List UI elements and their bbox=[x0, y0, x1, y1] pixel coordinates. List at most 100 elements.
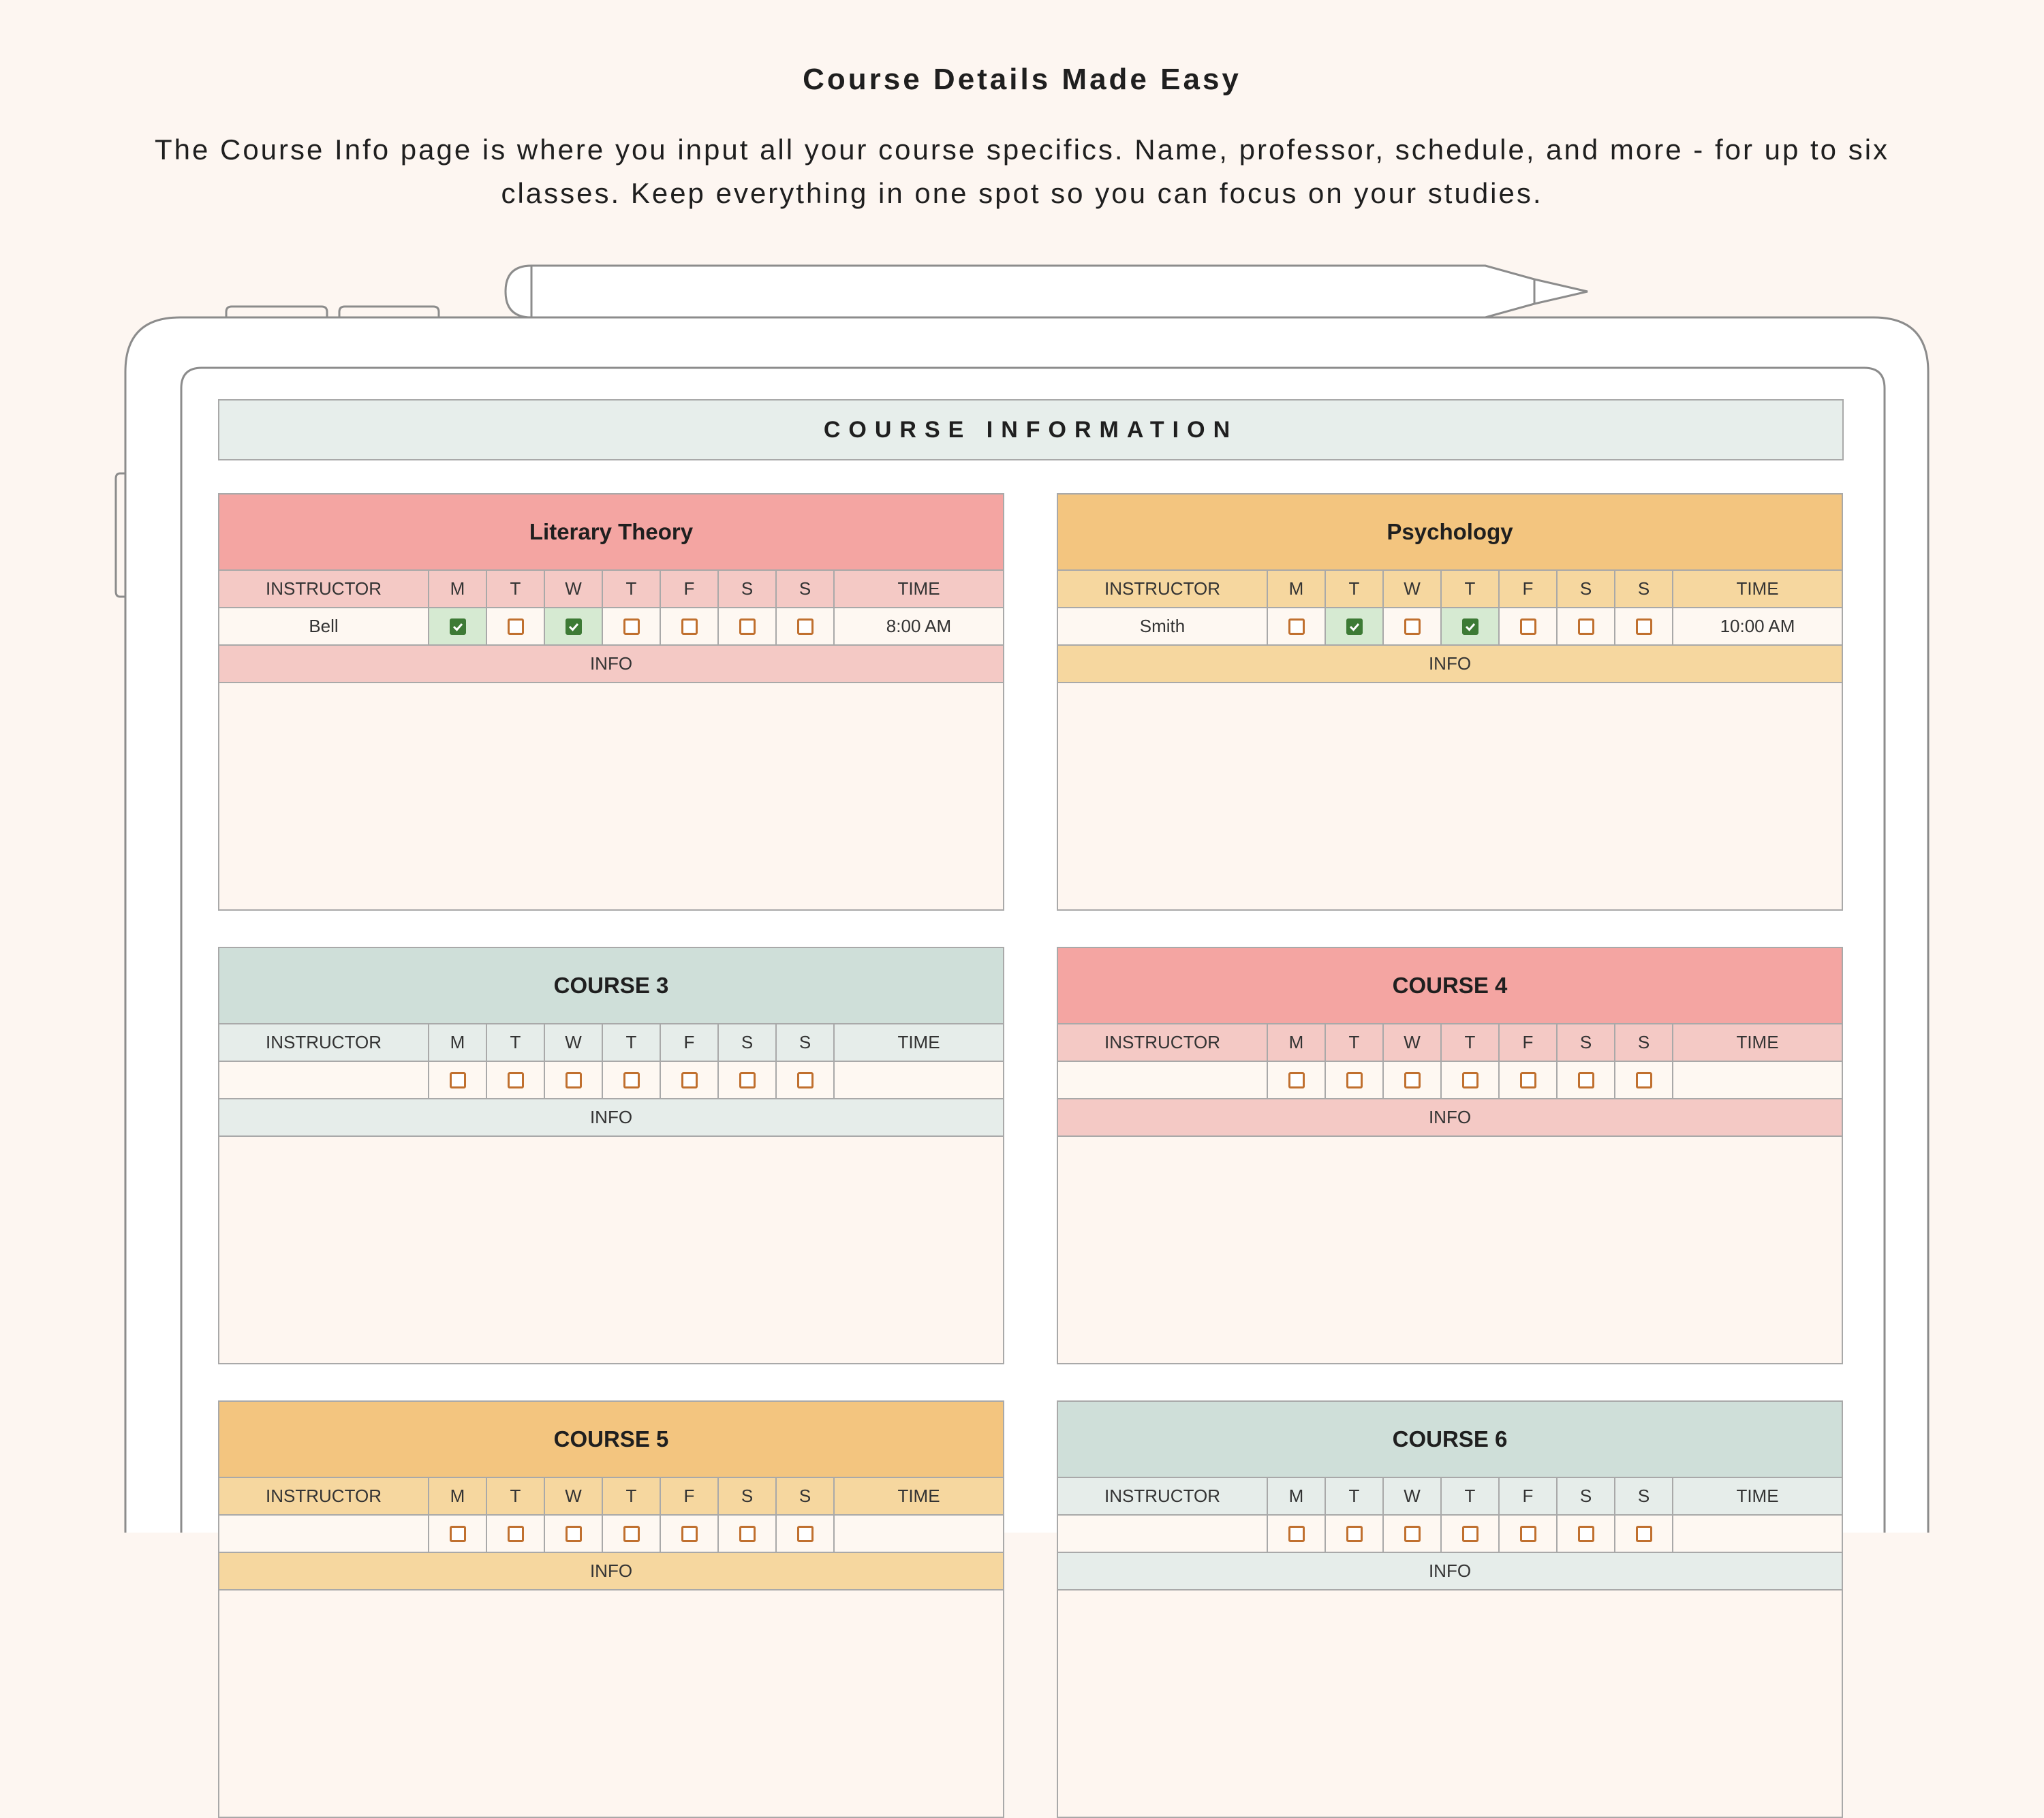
info-text-area[interactable] bbox=[1058, 1590, 1842, 1817]
day-header: F bbox=[1500, 1478, 1558, 1514]
checkbox-icon[interactable] bbox=[1288, 1525, 1305, 1542]
time-field[interactable] bbox=[835, 1062, 1003, 1098]
stylus-pencil-icon bbox=[504, 264, 1588, 319]
day-checkbox-cell bbox=[1268, 1062, 1326, 1098]
instructor-field[interactable]: Bell bbox=[219, 608, 429, 644]
info-text-area[interactable] bbox=[219, 1590, 1003, 1817]
day-header: W bbox=[545, 571, 603, 607]
checkbox-icon[interactable] bbox=[1288, 618, 1305, 635]
time-field[interactable] bbox=[835, 1516, 1003, 1552]
checkbox-icon[interactable] bbox=[1635, 1071, 1652, 1088]
time-field[interactable] bbox=[1673, 1062, 1842, 1098]
day-header: W bbox=[545, 1024, 603, 1061]
checkbox-icon[interactable] bbox=[1404, 1525, 1421, 1542]
day-header: M bbox=[1268, 571, 1326, 607]
course-card: COURSE 4 INSTRUCTOR M T W T F S S TIME I… bbox=[1057, 947, 1843, 1364]
checked-checkbox-icon[interactable] bbox=[1461, 618, 1478, 635]
instructor-field[interactable]: Smith bbox=[1058, 608, 1268, 644]
day-checkbox-cell bbox=[1384, 1062, 1442, 1098]
course-title[interactable]: Literary Theory bbox=[219, 495, 1003, 571]
day-header: T bbox=[1442, 1478, 1500, 1514]
day-header: F bbox=[661, 571, 719, 607]
day-header: S bbox=[719, 1478, 777, 1514]
info-header: INFO bbox=[1058, 646, 1842, 683]
day-checkbox-cell bbox=[661, 1062, 719, 1098]
checkbox-icon[interactable] bbox=[623, 1525, 640, 1542]
checked-checkbox-icon[interactable] bbox=[1346, 618, 1363, 635]
checkbox-icon[interactable] bbox=[565, 1525, 582, 1542]
info-header: INFO bbox=[1058, 1553, 1842, 1590]
checkbox-icon[interactable] bbox=[507, 1525, 524, 1542]
checkbox-icon[interactable] bbox=[507, 618, 524, 635]
checked-checkbox-icon[interactable] bbox=[565, 618, 582, 635]
checkbox-icon[interactable] bbox=[1519, 618, 1536, 635]
course-title[interactable]: COURSE 3 bbox=[219, 948, 1003, 1024]
checkbox-icon[interactable] bbox=[1577, 618, 1594, 635]
info-text-area[interactable] bbox=[1058, 1137, 1842, 1363]
info-text-area[interactable] bbox=[219, 1137, 1003, 1363]
course-title[interactable]: COURSE 5 bbox=[219, 1402, 1003, 1478]
instructor-field[interactable] bbox=[219, 1062, 429, 1098]
day-checkbox-cell bbox=[1326, 1516, 1384, 1552]
checkbox-icon[interactable] bbox=[739, 618, 756, 635]
info-text-area[interactable] bbox=[1058, 683, 1842, 909]
checkbox-icon[interactable] bbox=[1461, 1525, 1478, 1542]
checkbox-icon[interactable] bbox=[623, 1071, 640, 1088]
checkbox-icon[interactable] bbox=[1346, 1071, 1363, 1088]
day-header: T bbox=[487, 1024, 545, 1061]
checkbox-icon[interactable] bbox=[1577, 1071, 1594, 1088]
checkbox-icon[interactable] bbox=[565, 1071, 582, 1088]
checkbox-icon[interactable] bbox=[739, 1071, 756, 1088]
checkbox-icon[interactable] bbox=[623, 618, 640, 635]
checkbox-icon[interactable] bbox=[449, 1525, 466, 1542]
day-checkbox-cell bbox=[429, 608, 487, 644]
checkbox-icon[interactable] bbox=[796, 618, 814, 635]
time-field[interactable]: 10:00 AM bbox=[1720, 616, 1795, 636]
checkbox-icon[interactable] bbox=[1461, 1071, 1478, 1088]
day-checkbox-cell bbox=[1442, 608, 1500, 644]
checkbox-icon[interactable] bbox=[681, 1525, 698, 1542]
checkbox-icon[interactable] bbox=[1288, 1071, 1305, 1088]
instructor-field[interactable] bbox=[219, 1516, 429, 1552]
checkbox-icon[interactable] bbox=[796, 1525, 814, 1542]
checkbox-icon[interactable] bbox=[1404, 618, 1421, 635]
day-header: F bbox=[1500, 1024, 1558, 1061]
course-title[interactable]: COURSE 4 bbox=[1058, 948, 1842, 1024]
checkbox-icon[interactable] bbox=[681, 618, 698, 635]
day-checkbox-cell bbox=[1615, 608, 1673, 644]
checked-checkbox-icon[interactable] bbox=[449, 618, 466, 635]
checkbox-icon[interactable] bbox=[1635, 618, 1652, 635]
day-checkbox-cell bbox=[777, 1062, 835, 1098]
course-header-row: INSTRUCTOR M T W T F S S TIME bbox=[1058, 571, 1842, 608]
day-checkbox-cell bbox=[1615, 1516, 1673, 1552]
instructor-field[interactable] bbox=[1058, 1062, 1268, 1098]
instructor-field[interactable] bbox=[1058, 1516, 1268, 1552]
info-text-area[interactable] bbox=[219, 683, 1003, 909]
day-checkbox-cell bbox=[545, 608, 603, 644]
course-value-row: Smith 10:00 AM bbox=[1058, 608, 1842, 646]
checkbox-icon[interactable] bbox=[1519, 1525, 1536, 1542]
course-title[interactable]: Psychology bbox=[1058, 495, 1842, 571]
day-header: W bbox=[1384, 571, 1442, 607]
day-checkbox-cell bbox=[603, 1516, 661, 1552]
checkbox-icon[interactable] bbox=[1519, 1071, 1536, 1088]
course-title[interactable]: COURSE 6 bbox=[1058, 1402, 1842, 1478]
day-checkbox-cell bbox=[661, 1516, 719, 1552]
day-checkbox-cell bbox=[1558, 1062, 1615, 1098]
checkbox-icon[interactable] bbox=[1577, 1525, 1594, 1542]
course-value-row bbox=[219, 1516, 1003, 1553]
time-field[interactable]: 8:00 AM bbox=[886, 616, 952, 636]
checkbox-icon[interactable] bbox=[1635, 1525, 1652, 1542]
checkbox-icon[interactable] bbox=[449, 1071, 466, 1088]
day-checkbox-cell bbox=[603, 608, 661, 644]
time-header: TIME bbox=[897, 1032, 940, 1052]
course-card: COURSE 3 INSTRUCTOR M T W T F S S TIME I… bbox=[218, 947, 1004, 1364]
time-field[interactable] bbox=[1673, 1516, 1842, 1552]
checkbox-icon[interactable] bbox=[681, 1071, 698, 1088]
checkbox-icon[interactable] bbox=[796, 1071, 814, 1088]
checkbox-icon[interactable] bbox=[739, 1525, 756, 1542]
checkbox-icon[interactable] bbox=[1404, 1071, 1421, 1088]
day-checkbox-cell bbox=[1326, 608, 1384, 644]
checkbox-icon[interactable] bbox=[507, 1071, 524, 1088]
checkbox-icon[interactable] bbox=[1346, 1525, 1363, 1542]
